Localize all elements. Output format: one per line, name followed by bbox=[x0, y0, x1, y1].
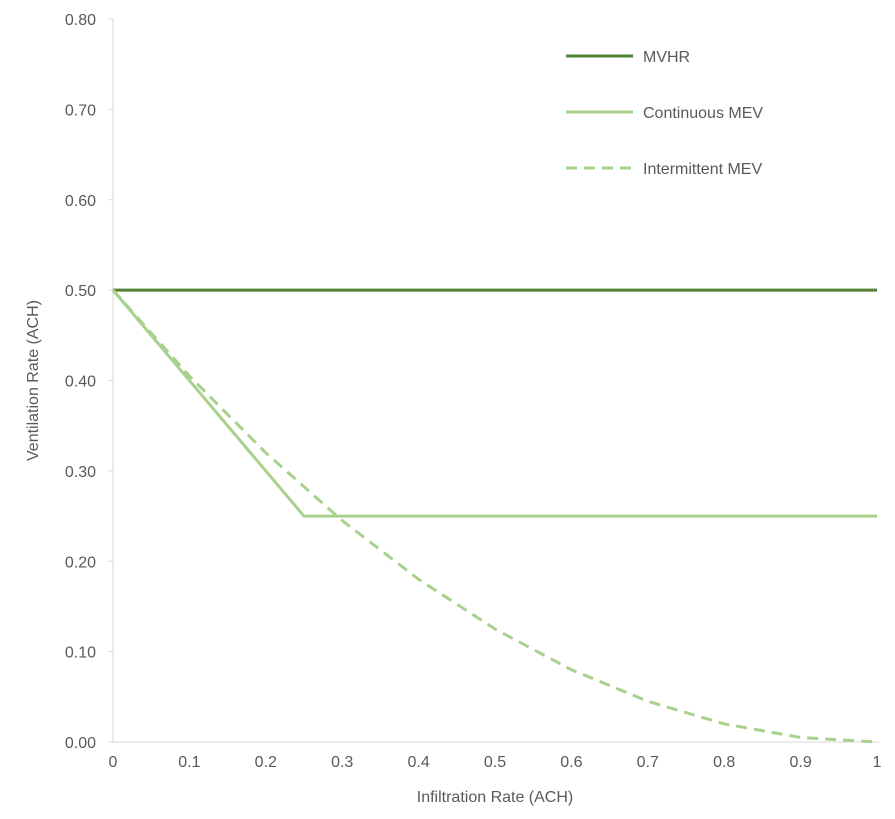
y-axis-title: Ventilation Rate (ACH) bbox=[25, 300, 42, 461]
y-tick-label: 0.00 bbox=[65, 735, 96, 752]
y-tick-label: 0.10 bbox=[65, 645, 96, 662]
y-tick-label: 0.20 bbox=[65, 554, 96, 571]
y-tick-label: 0.30 bbox=[65, 464, 96, 481]
x-tick-label: 0.9 bbox=[789, 754, 811, 771]
series-line-intermittent-mev bbox=[111, 289, 878, 744]
legend: MVHR Continuous MEV Intermittent MEV bbox=[566, 49, 763, 178]
x-tick-label: 0.1 bbox=[178, 754, 200, 771]
axes bbox=[108, 18, 879, 743]
legend-label-intermittent-mev: Intermittent MEV bbox=[643, 161, 762, 178]
x-tick-label: 0.5 bbox=[484, 754, 506, 771]
series-line-continuous-mev bbox=[111, 289, 877, 518]
x-tick-label: 0 bbox=[109, 754, 118, 771]
y-tick-labels: 0.00 0.10 0.20 0.30 0.40 0.50 0.60 0.70 0.80 bbox=[65, 12, 96, 752]
legend-label-mvhr: MVHR bbox=[643, 49, 690, 66]
x-tick-label: 0.4 bbox=[407, 754, 429, 771]
x-tick-labels: 0 0.1 0.2 0.3 0.4 0.5 0.6 0.7 0.8 0.9 1 bbox=[109, 754, 882, 771]
x-tick-label: 0.6 bbox=[560, 754, 582, 771]
y-tick-label: 0.50 bbox=[65, 283, 96, 300]
legend-label-continuous-mev: Continuous MEV bbox=[643, 105, 763, 122]
x-tick-label: 0.7 bbox=[637, 754, 659, 771]
y-tick-label: 0.70 bbox=[65, 102, 96, 119]
x-tick-label: 1 bbox=[873, 754, 882, 771]
series-lines bbox=[111, 288, 878, 744]
x-tick-label: 0.8 bbox=[713, 754, 735, 771]
x-tick-label: 0.2 bbox=[255, 754, 277, 771]
x-axis-title: Infiltration Rate (ACH) bbox=[417, 789, 574, 806]
y-tick-label: 0.80 bbox=[65, 12, 96, 29]
x-tick-label: 0.3 bbox=[331, 754, 353, 771]
y-tick-label: 0.40 bbox=[65, 374, 96, 391]
y-tick-label: 0.60 bbox=[65, 193, 96, 210]
